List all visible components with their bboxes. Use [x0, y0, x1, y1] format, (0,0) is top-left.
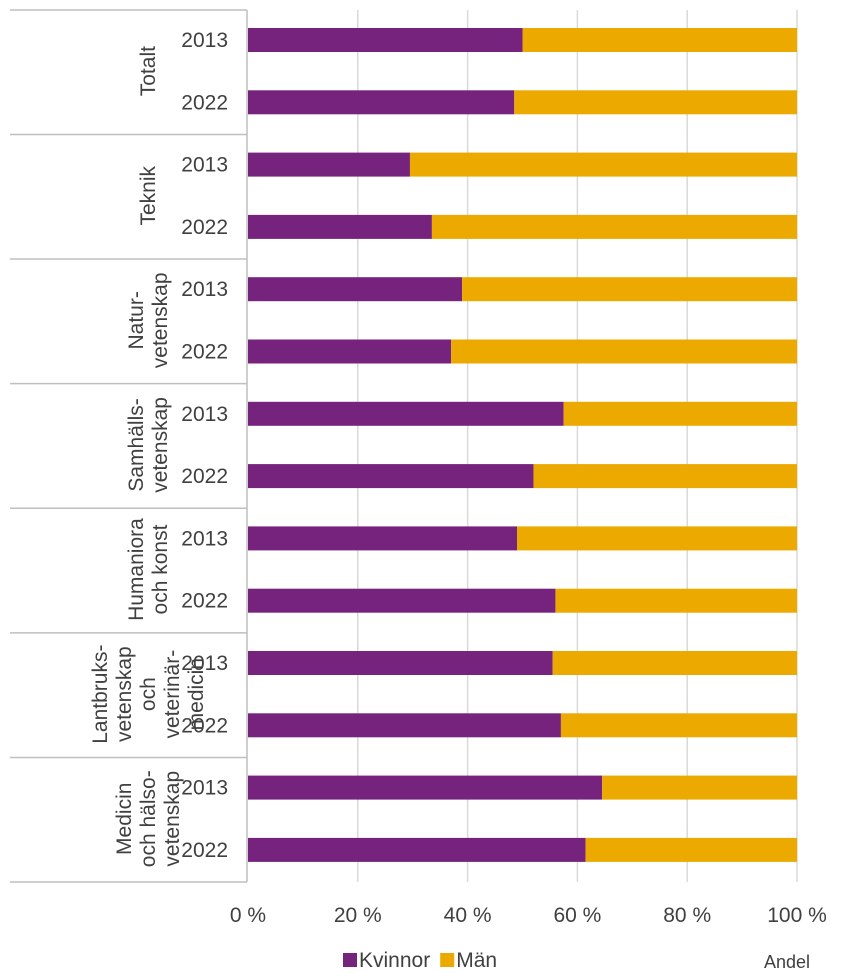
- x-tick-label: 20 %: [334, 904, 382, 927]
- bar-man: [462, 277, 797, 302]
- year-label: 2022: [181, 590, 228, 613]
- bar-kvinnor: [248, 837, 586, 862]
- bar-man: [533, 464, 797, 489]
- group-label-line: Teknik: [137, 165, 160, 225]
- x-tick-labels: 0 % 20 % 40 % 60 % 80 % 100 %: [230, 904, 827, 927]
- x-tick-label: 0 %: [230, 904, 266, 927]
- group-label: Humanioraoch konst: [125, 518, 172, 621]
- year-label: 2022: [181, 839, 228, 862]
- group-label-line: Natur-: [125, 291, 148, 349]
- group-label-line: vetenskap: [113, 646, 136, 742]
- legend-swatch: [343, 953, 357, 967]
- legend-swatch: [440, 953, 455, 967]
- group-label-line: Lantbruks-: [89, 645, 112, 744]
- x-tick-label: 100 %: [767, 904, 827, 927]
- group-label: Samhälls-vetenskap: [125, 397, 172, 493]
- year-label: 2022: [181, 465, 228, 488]
- bar-kvinnor: [248, 214, 432, 239]
- bar-kvinnor: [248, 339, 452, 364]
- bar-kvinnor: [248, 526, 518, 551]
- bar-kvinnor: [248, 28, 523, 52]
- year-label: 2022: [181, 216, 228, 239]
- bar-kvinnor: [248, 152, 410, 177]
- bar-kvinnor: [248, 713, 561, 738]
- bar-man: [563, 401, 797, 426]
- year-label: 2013: [181, 278, 228, 301]
- bar-man: [552, 651, 797, 675]
- group-label-line: Humaniora: [125, 518, 148, 621]
- bar-man: [585, 837, 797, 862]
- bar-man: [451, 339, 797, 364]
- bar-man: [409, 152, 797, 177]
- group-label-line: veterinär-: [161, 650, 184, 739]
- bar-man: [555, 588, 797, 613]
- year-label: 2022: [181, 714, 228, 737]
- bar-kvinnor: [248, 588, 556, 613]
- year-label: 2013: [181, 777, 228, 800]
- group-label: Natur-vetenskap: [125, 272, 172, 368]
- group-label-line: vetenskap: [149, 397, 172, 493]
- bar-man: [560, 713, 797, 738]
- group-label: Medicinoch hälso-vetenskap: [113, 770, 184, 867]
- x-axis-title: Andel: [764, 952, 810, 972]
- group-label: Lantbruks-vetenskapochveterinär-medicin: [89, 645, 208, 744]
- x-tick-label: 40 %: [444, 904, 492, 927]
- group-label-line: Totalt: [137, 46, 160, 96]
- bar-kvinnor: [248, 464, 534, 489]
- year-label: 2022: [181, 91, 228, 114]
- year-label: 2013: [181, 29, 228, 52]
- bar-kvinnor: [248, 90, 515, 115]
- bar-man: [514, 90, 797, 115]
- bar-man: [517, 526, 797, 551]
- year-label: 2013: [181, 154, 228, 177]
- gridlines: [357, 10, 798, 882]
- group-label-line: vetenskap: [161, 771, 184, 867]
- bar-man: [522, 28, 797, 52]
- year-label: 2013: [181, 527, 228, 550]
- x-tick-label: 80 %: [663, 904, 711, 927]
- legend-label: Kvinnor: [359, 949, 430, 972]
- category-labels: 2013 2022 Totalt 2013 2022 Teknik 2013 2022 Natu…: [89, 29, 228, 867]
- group-label-line: och konst: [149, 524, 172, 614]
- group-label-line: medicin: [185, 658, 208, 730]
- bar-man: [602, 775, 797, 800]
- bar-kvinnor: [248, 651, 553, 675]
- axes: [10, 9, 248, 883]
- group-label-line: och: [137, 677, 160, 711]
- bar-kvinnor: [248, 401, 564, 426]
- x-tick-label: 60 %: [553, 904, 601, 927]
- group-label-line: vetenskap: [149, 272, 172, 368]
- bar-man: [431, 214, 797, 239]
- group-label: Teknik: [137, 165, 160, 225]
- year-label: 2013: [181, 652, 228, 675]
- group-label-line: Medicin: [113, 783, 136, 855]
- bar-kvinnor: [248, 775, 603, 800]
- group-label: Totalt: [137, 46, 160, 96]
- year-label: 2022: [181, 341, 228, 364]
- bars: [248, 28, 797, 862]
- year-label: 2013: [181, 403, 228, 426]
- legend: Kvinnor Män: [343, 949, 497, 972]
- group-label-line: och hälso-: [137, 770, 160, 867]
- group-label-line: Samhälls-: [125, 398, 148, 491]
- bar-kvinnor: [248, 277, 463, 302]
- legend-label: Män: [456, 949, 497, 972]
